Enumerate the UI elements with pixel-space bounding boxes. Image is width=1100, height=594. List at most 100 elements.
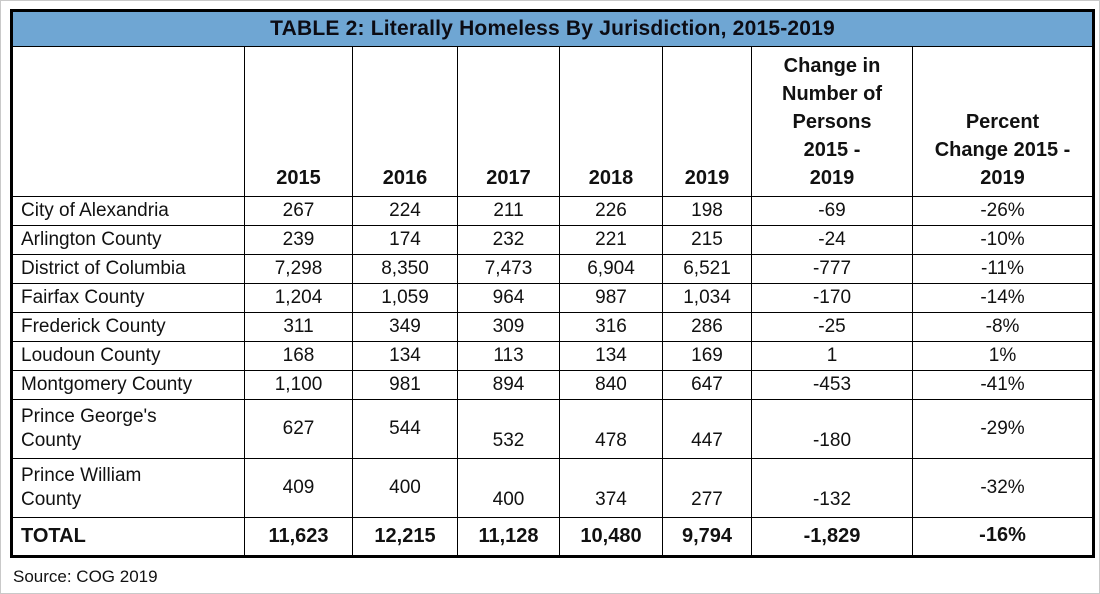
column-header-2019: 2019	[662, 46, 752, 197]
jurisdiction-cell: Loudoun County	[11, 341, 245, 371]
table-row: Prince William County 409 400 400 374 277 -132…	[11, 458, 1095, 518]
value-cell: 647	[662, 370, 752, 400]
value-cell: 987	[559, 283, 663, 313]
jurisdiction-cell: District of Columbia	[11, 254, 245, 284]
value-cell: -180	[751, 399, 913, 459]
value-cell: -69	[751, 196, 913, 226]
table-row: Montgomery County 1,100 981 894 840 647 -453 -4…	[11, 370, 1095, 400]
value-cell: 478	[559, 399, 663, 459]
jurisdiction-cell: City of Alexandria	[11, 196, 245, 226]
value-cell: 981	[352, 370, 458, 400]
value-cell: 134	[559, 341, 663, 371]
value-cell: 309	[457, 312, 560, 342]
table-row: District of Columbia 7,298 8,350 7,473 6,904…	[11, 254, 1095, 284]
value-cell: 10,480	[559, 517, 663, 557]
value-cell: 447	[662, 399, 752, 459]
value-cell: 1,204	[244, 283, 353, 313]
value-cell: 8,350	[352, 254, 458, 284]
column-header-2016: 2016	[352, 46, 458, 197]
value-cell: 374	[559, 458, 663, 518]
value-cell: -170	[751, 283, 913, 313]
value-cell: 840	[559, 370, 663, 400]
value-cell: 7,298	[244, 254, 353, 284]
value-cell: 11,623	[244, 517, 353, 557]
value-cell: -453	[751, 370, 913, 400]
table-row: Prince George's County 627 544 532 478 447 -18…	[11, 399, 1095, 459]
value-cell: 409	[244, 458, 353, 518]
jurisdiction-cell: Montgomery County	[11, 370, 245, 400]
table-row: Arlington County 239 174 232 221 215 -24 -10%	[11, 225, 1095, 255]
value-cell: 349	[352, 312, 458, 342]
value-cell: -25	[751, 312, 913, 342]
value-cell: 311	[244, 312, 353, 342]
value-cell: 267	[244, 196, 353, 226]
value-cell: 9,794	[662, 517, 752, 557]
value-cell: 1	[751, 341, 913, 371]
value-cell: 316	[559, 312, 663, 342]
value-cell: 113	[457, 341, 560, 371]
value-cell: 12,215	[352, 517, 458, 557]
table-title: TABLE 2: Literally Homeless By Jurisdict…	[10, 10, 1095, 47]
value-cell: -16%	[911, 517, 1095, 557]
value-cell: 221	[559, 225, 663, 255]
value-cell: -29%	[911, 399, 1095, 459]
value-cell: 286	[662, 312, 752, 342]
value-cell: 169	[662, 341, 752, 371]
jurisdiction-cell: Prince George's County	[11, 399, 245, 459]
value-cell: 232	[457, 225, 560, 255]
value-cell: 211	[457, 196, 560, 226]
value-cell: -32%	[911, 458, 1095, 518]
table-row: Loudoun County 168 134 113 134 169 1 1%	[11, 341, 1095, 371]
value-cell: -8%	[911, 312, 1095, 342]
value-cell: 11,128	[457, 517, 560, 557]
column-header-2017: 2017	[457, 46, 560, 197]
table-row: Frederick County 311 349 309 316 286 -25 -8%	[11, 312, 1095, 342]
column-header-2015: 2015	[244, 46, 353, 197]
value-cell: 964	[457, 283, 560, 313]
column-header-2018: 2018	[559, 46, 663, 197]
value-cell: 277	[662, 458, 752, 518]
jurisdiction-cell: Prince William County	[11, 458, 245, 518]
value-cell: 168	[244, 341, 353, 371]
value-cell: -14%	[911, 283, 1095, 313]
title-row: TABLE 2: Literally Homeless By Jurisdict…	[10, 10, 1095, 47]
jurisdiction-cell: TOTAL	[11, 517, 245, 557]
value-cell: 215	[662, 225, 752, 255]
value-cell: 1,059	[352, 283, 458, 313]
value-cell: 174	[352, 225, 458, 255]
value-cell: 6,904	[559, 254, 663, 284]
value-cell: -26%	[911, 196, 1095, 226]
jurisdiction-cell: Frederick County	[11, 312, 245, 342]
value-cell: 627	[244, 399, 353, 459]
value-cell: -24	[751, 225, 913, 255]
value-cell: 6,521	[662, 254, 752, 284]
table-head: TABLE 2: Literally Homeless By Jurisdict…	[10, 10, 1095, 197]
total-row: TOTAL 11,623 12,215 11,128 10,480 9,794 -1,829…	[11, 517, 1095, 557]
source-note: Source: COG 2019	[13, 567, 158, 586]
value-cell: 1,034	[662, 283, 752, 313]
homeless-by-jurisdiction-table: TABLE 2: Literally Homeless By Jurisdict…	[10, 9, 1096, 558]
value-cell: -777	[751, 254, 913, 284]
value-cell: 224	[352, 196, 458, 226]
value-cell: 198	[662, 196, 752, 226]
table-row: City of Alexandria 267 224 211 226 198 -69 -26%	[11, 196, 1095, 226]
value-cell: 894	[457, 370, 560, 400]
column-header-percent-change: Percent Change 2015 - 2019	[911, 46, 1095, 197]
value-cell: 544	[352, 399, 458, 459]
value-cell: 1,100	[244, 370, 353, 400]
value-cell: -132	[751, 458, 913, 518]
value-cell: 532	[457, 399, 560, 459]
column-header-change-in-persons: Change in Number of Persons 2015 - 2019	[751, 46, 913, 197]
jurisdiction-cell: Fairfax County	[11, 283, 245, 313]
value-cell: 400	[352, 458, 458, 518]
jurisdiction-cell: Arlington County	[11, 225, 245, 255]
value-cell: 239	[244, 225, 353, 255]
value-cell: 1%	[911, 341, 1095, 371]
value-cell: 7,473	[457, 254, 560, 284]
column-header-jurisdiction	[11, 46, 245, 197]
table-body: City of Alexandria 267 224 211 226 198 -69 -26%…	[11, 196, 1095, 557]
value-cell: -1,829	[751, 517, 913, 557]
table-row: Fairfax County 1,204 1,059 964 987 1,034 -170-…	[11, 283, 1095, 313]
value-cell: -11%	[911, 254, 1095, 284]
